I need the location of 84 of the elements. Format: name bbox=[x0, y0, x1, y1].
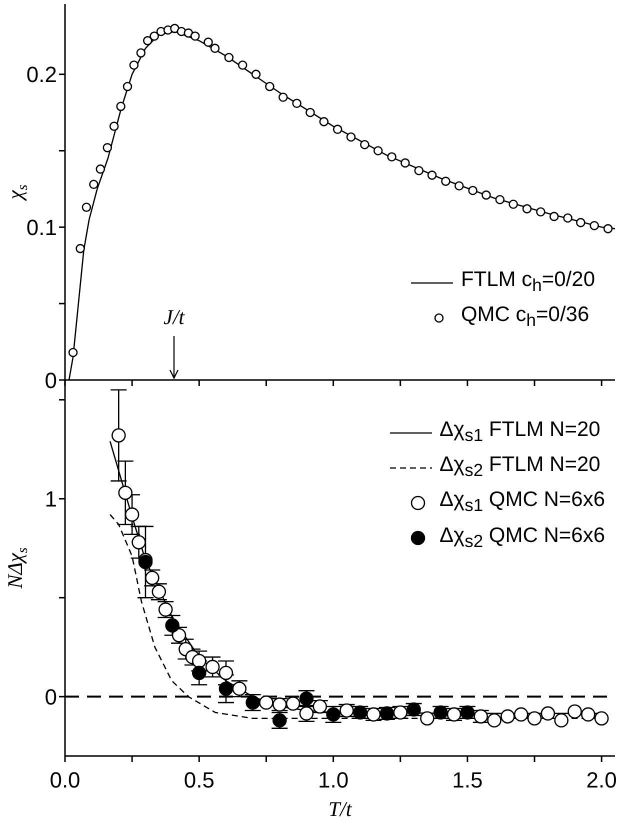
point bbox=[554, 713, 568, 728]
point bbox=[190, 31, 200, 41]
legend-label: QMC c$_{h}$=0/36 bbox=[460, 302, 590, 332]
point bbox=[487, 713, 502, 728]
point bbox=[265, 82, 274, 92]
point bbox=[482, 190, 491, 200]
point bbox=[76, 244, 85, 254]
point bbox=[514, 707, 528, 722]
legend-label: Δχ$_{s2}$ QMC N=6x6 bbox=[440, 522, 605, 553]
point bbox=[124, 507, 140, 522]
point bbox=[441, 176, 450, 186]
x-axis-title: T/t bbox=[328, 797, 353, 821]
point bbox=[594, 711, 609, 726]
point bbox=[132, 535, 146, 550]
point bbox=[68, 348, 78, 358]
point bbox=[563, 213, 572, 223]
point bbox=[387, 152, 396, 162]
y-tick-label: 0.2 bbox=[26, 62, 57, 88]
point bbox=[278, 92, 288, 102]
point bbox=[259, 695, 274, 710]
point bbox=[468, 186, 478, 196]
point bbox=[319, 117, 329, 126]
y-tick-label: 0 bbox=[44, 684, 57, 710]
point bbox=[142, 36, 152, 46]
point bbox=[414, 166, 424, 176]
x-tick-label: 0.0 bbox=[50, 768, 80, 793]
point bbox=[346, 132, 356, 142]
legend-label: Δχ$_{s2}$ FTLM N=20 bbox=[440, 452, 600, 482]
point bbox=[292, 98, 302, 108]
y-tick-label: 1 bbox=[44, 486, 57, 512]
point bbox=[576, 218, 586, 228]
legend-label: Δχ$_{s1}$ QMC N=6x6 bbox=[440, 487, 605, 518]
point bbox=[603, 224, 613, 234]
point bbox=[590, 220, 599, 230]
point bbox=[251, 70, 261, 79]
point bbox=[332, 124, 342, 134]
point bbox=[536, 207, 546, 217]
y-tick-label: 0 bbox=[44, 368, 57, 393]
point bbox=[495, 194, 505, 204]
point bbox=[112, 428, 126, 443]
point bbox=[454, 181, 464, 191]
point bbox=[96, 164, 106, 174]
point bbox=[527, 711, 542, 726]
point bbox=[165, 618, 180, 633]
point bbox=[204, 38, 213, 47]
point bbox=[122, 82, 132, 92]
x-tick-label: 2.0 bbox=[586, 768, 617, 793]
point bbox=[150, 31, 159, 41]
point bbox=[205, 660, 220, 674]
annotation: J/t bbox=[164, 305, 186, 329]
point bbox=[427, 170, 437, 180]
legend-label: FTLM c$_{h}$=0/20 bbox=[460, 267, 595, 298]
point bbox=[286, 696, 300, 711]
point bbox=[373, 146, 383, 156]
x-tick-label: 1.0 bbox=[318, 768, 349, 793]
point bbox=[116, 102, 126, 112]
point bbox=[224, 52, 234, 62]
point bbox=[102, 143, 112, 152]
point bbox=[522, 204, 532, 214]
point bbox=[581, 707, 596, 722]
point bbox=[192, 666, 206, 680]
point bbox=[218, 682, 234, 696]
point bbox=[129, 60, 139, 70]
point bbox=[306, 108, 315, 118]
x-tick-label: 0.5 bbox=[184, 768, 214, 793]
point bbox=[109, 122, 119, 131]
legend-label: Δχ$_{s1}$ FTLM N=20 bbox=[440, 417, 600, 448]
point bbox=[549, 212, 559, 222]
point bbox=[170, 24, 180, 34]
point bbox=[540, 706, 556, 721]
point bbox=[136, 48, 146, 58]
point bbox=[360, 140, 370, 150]
point bbox=[400, 158, 410, 168]
point bbox=[118, 486, 133, 500]
point bbox=[238, 60, 248, 70]
point bbox=[210, 44, 220, 53]
y-tick-label: 0.1 bbox=[26, 214, 57, 240]
point bbox=[568, 704, 582, 719]
point bbox=[500, 709, 515, 724]
point bbox=[420, 711, 434, 726]
point bbox=[508, 200, 518, 209]
point bbox=[89, 180, 98, 190]
point bbox=[82, 202, 92, 212]
x-tick-label: 1.5 bbox=[452, 768, 483, 793]
